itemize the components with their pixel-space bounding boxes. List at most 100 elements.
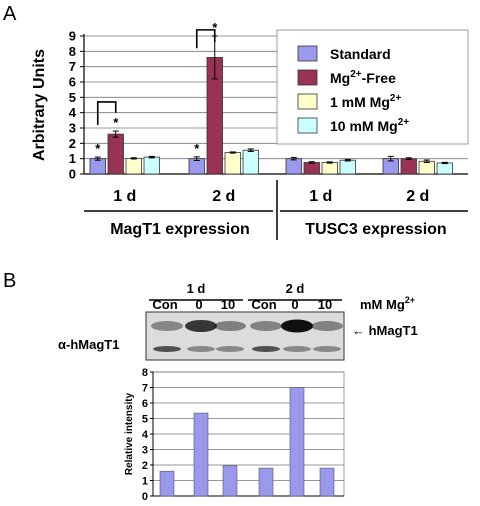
chart-b: 0 1 2 3 4 5 6 7 8 Relative intensity [124, 367, 345, 503]
legend-label-3: 10 mM Mg2+ [330, 117, 409, 134]
b-y-tick-label-3: 3 [142, 445, 148, 457]
b-y-tick-label-4: 4 [142, 429, 149, 441]
band-lower-3 [252, 346, 280, 352]
blot-lane-label-2: 10 [221, 297, 235, 312]
y-tick-label-4: 4 [69, 105, 77, 120]
legend-swatch-3 [297, 117, 318, 134]
bar-0-3 [143, 156, 160, 175]
star-standard-1: * [194, 141, 200, 156]
legend-label-1: Mg2+-Free [330, 69, 396, 86]
panel-a-label: A [3, 3, 17, 25]
b-y-tick-label-2: 2 [142, 460, 148, 472]
y-tick-label-0: 0 [69, 167, 76, 182]
bar-0-1 [107, 133, 124, 175]
band-label: ← hMagT1 [352, 323, 418, 338]
star-mgfree-0: * [113, 115, 119, 130]
y-tick-label-7: 7 [69, 59, 76, 74]
b-bar-0 [159, 470, 175, 497]
b-y-tick-label-1: 1 [142, 476, 148, 488]
band-upper-4 [281, 319, 313, 333]
blot-day-label-0: 1 d [187, 281, 206, 296]
b-y-tick-label-6: 6 [142, 398, 148, 410]
blot-lane-label-0: Con [152, 297, 177, 312]
blot-day-label-1: 2 d [286, 281, 305, 296]
blot-lane-label-4: 0 [291, 297, 298, 312]
panel-b-label: B [3, 270, 16, 292]
legend-swatch-2 [297, 93, 318, 110]
chart-a-x-labels: 1 d 2 d 1 d 2 d MagT1 expression TUSC3 expres… [84, 180, 468, 240]
category-label-3: 2 d [406, 188, 429, 205]
star-mgfree-1: * [212, 20, 218, 35]
chart-b-gridlines [152, 371, 345, 497]
y-tick-label-1: 1 [69, 151, 76, 166]
western-blot: 1 d 2 d Con 0 10 Con 0 10 mM Mg2+ α-hMagT1 ← hMa… [58, 281, 418, 361]
chart-b-y-axis-label: Relative intensity [124, 392, 135, 475]
blot-bands [151, 319, 343, 352]
b-bar-2 [222, 465, 238, 497]
b-y-tick-label-5: 5 [142, 414, 148, 426]
bar-3-1 [400, 158, 417, 175]
group-label-magt1: MagT1 expression [110, 221, 250, 238]
chart-a-significance: * * * * [95, 20, 218, 156]
bar-0-2 [125, 157, 142, 175]
chart-a-y-axis-label: Arbitrary Units [31, 49, 48, 161]
bar-3-3 [436, 162, 453, 175]
bar-3-2 [418, 160, 435, 175]
category-label-1: 2 d [212, 188, 235, 205]
bar-2-1 [303, 162, 320, 175]
chart-a-bars [89, 57, 453, 175]
legend-swatch-0 [297, 45, 318, 62]
bar-1-2 [224, 152, 241, 175]
chart-b-bars [159, 387, 335, 497]
b-bar-3 [258, 467, 274, 497]
b-bar-4 [289, 387, 305, 497]
group-label-tusc3: TUSC3 expression [305, 221, 446, 238]
b-bar-1 [193, 412, 209, 497]
y-tick-label-3: 3 [69, 121, 76, 136]
band-upper-5 [311, 320, 343, 332]
star-standard-0: * [95, 141, 101, 156]
band-lower-2 [216, 346, 244, 352]
band-upper-1 [185, 319, 217, 333]
chart-a-error-bars [94, 35, 448, 165]
category-label-2: 1 d [309, 188, 332, 205]
legend-swatch-1 [297, 69, 318, 86]
y-tick-label-2: 2 [69, 136, 76, 151]
bar-2-0 [285, 158, 302, 175]
legend-label-0: Standard [330, 46, 391, 62]
blot-lane-label-5: 10 [318, 297, 332, 312]
category-label-0: 1 d [113, 188, 136, 205]
legend-label-2: 1 mM Mg2+ [330, 93, 401, 110]
bracket-1 [195, 29, 216, 49]
bar-1-3 [242, 149, 259, 175]
b-y-tick-label-7: 7 [142, 383, 148, 395]
y-tick-label-6: 6 [69, 75, 76, 90]
chart-a-legend: Standard Mg2+-Free 1 mM Mg2+ 10 mM Mg2+ [276, 29, 469, 145]
blot-lane-label-1: 0 [195, 297, 202, 312]
blot-lane-label-3: Con [251, 297, 276, 312]
y-tick-label-9: 9 [69, 29, 76, 44]
band-lower-4 [283, 346, 311, 352]
band-lower-1 [187, 346, 215, 352]
b-y-tick-label-0: 0 [142, 491, 148, 503]
bar-2-3 [339, 159, 356, 175]
chart-b-y-ticks: 0 1 2 3 4 5 6 7 8 [142, 367, 153, 503]
blot-header: 1 d 2 d Con 0 10 Con 0 10 mM Mg2+ [149, 281, 415, 312]
bar-0-0 [89, 158, 106, 175]
b-bar-5 [319, 467, 335, 497]
y-tick-label-5: 5 [69, 90, 76, 105]
blot-image [145, 311, 345, 361]
antibody-label: α-hMagT1 [58, 337, 119, 352]
b-y-tick-label-8: 8 [142, 367, 148, 379]
bar-2-2 [321, 162, 338, 175]
bracket-0 [96, 101, 117, 125]
blot-unit-label: mM Mg2+ [360, 295, 415, 312]
band-upper-3 [250, 320, 282, 332]
band-upper-2 [214, 320, 246, 332]
band-lower-0 [153, 346, 181, 352]
band-upper-0 [151, 321, 183, 331]
band-lower-5 [313, 346, 341, 352]
